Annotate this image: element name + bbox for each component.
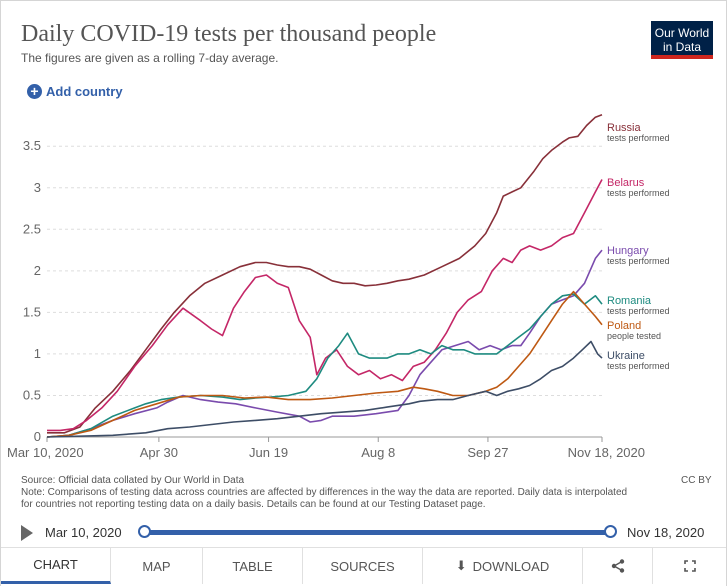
tab-sources[interactable]: SOURCES [303, 548, 423, 584]
y-tick-labels: 0 0.5 1 1.5 2 2.5 3 3.5 [23, 138, 41, 444]
series-line-belarus[interactable] [47, 179, 603, 432]
series-lines [46, 113, 603, 438]
timeline-start-label: Mar 10, 2020 [45, 525, 122, 540]
chart-title: Daily COVID-19 tests per thousand people [21, 21, 437, 47]
series-label-hungary[interactable]: Hungary [607, 245, 649, 257]
timeline-end-label: Nov 18, 2020 [627, 525, 705, 540]
y-tick-label: 1.5 [23, 304, 41, 319]
logo-line-1: Our World [654, 26, 710, 40]
series-line-ukraine[interactable] [46, 340, 603, 438]
series-label-ukraine[interactable]: Ukraine [607, 350, 645, 362]
y-tick-label: 0.5 [23, 387, 41, 402]
x-tick-labels: Mar 10, 2020 Apr 30 Jun 19 Aug 8 Sep 27 Nov 1… [7, 437, 645, 460]
license-link[interactable]: CC BY [681, 475, 712, 486]
y-tick-label: 2 [34, 263, 41, 278]
footnotes: Source: Official data collated by Our Wo… [21, 475, 641, 511]
share-button[interactable] [583, 548, 653, 584]
owid-logo[interactable]: Our World in Data [651, 21, 713, 59]
timeline-start-handle[interactable] [138, 525, 151, 538]
series-label-russia[interactable]: Russia [607, 122, 642, 134]
series-sublabel-belarus: tests performed [607, 188, 670, 198]
tab-download[interactable]: ⬇ DOWNLOAD [423, 548, 583, 584]
x-tick-label: Sep 27 [467, 445, 508, 460]
y-tick-label: 2.5 [23, 221, 41, 236]
series-sublabel-russia: tests performed [607, 133, 670, 143]
series-label-belarus[interactable]: Belarus [607, 177, 645, 189]
series-sublabel-ukraine: tests performed [607, 361, 670, 371]
series-line-poland[interactable] [46, 290, 603, 438]
x-tick-label: Apr 30 [140, 445, 178, 460]
logo-line-2: in Data [662, 40, 702, 54]
x-tick-label: Jun 19 [249, 445, 288, 460]
download-icon: ⬇ [455, 558, 467, 573]
note-text: Note: Comparisons of testing data across… [21, 487, 628, 510]
x-tick-label: Mar 10, 2020 [7, 445, 84, 460]
source-text: Source: Official data collated by Our Wo… [21, 475, 245, 486]
download-label: DOWNLOAD [472, 558, 550, 574]
timeline-track[interactable] [145, 530, 611, 535]
y-tick-label: 0 [34, 429, 41, 444]
y-tick-label: 3 [34, 180, 41, 195]
series-sublabel-romania: tests performed [607, 306, 670, 316]
tab-bar: CHART MAP TABLE SOURCES ⬇ DOWNLOAD [1, 547, 726, 586]
timeline: Mar 10, 2020 Nov 18, 2020 [1, 519, 726, 545]
timeline-end-handle[interactable] [604, 525, 617, 538]
share-icon [611, 559, 624, 573]
chart-subtitle: The figures are given as a rolling 7-day… [21, 51, 279, 65]
plus-circle-icon: + [27, 84, 42, 99]
y-tick-label: 3.5 [23, 138, 41, 153]
series-label-romania[interactable]: Romania [607, 295, 652, 307]
tab-chart[interactable]: CHART [1, 548, 111, 584]
series-label-poland[interactable]: Poland [607, 320, 641, 332]
fullscreen-icon [683, 560, 696, 572]
series-sublabel-poland: people tested [607, 331, 661, 341]
x-tick-label: Nov 18, 2020 [568, 445, 645, 460]
line-chart: 0 0.5 1 1.5 2 2.5 3 3.5 Mar 10, 2020 Apr 30 Jun 1… [7, 113, 670, 460]
fullscreen-button[interactable] [653, 548, 726, 584]
series-line-russia[interactable] [47, 113, 603, 434]
y-tick-label: 1 [34, 346, 41, 361]
tab-map[interactable]: MAP [111, 548, 203, 584]
add-country-button[interactable]: + Add country [27, 84, 123, 99]
grid-layer [47, 145, 602, 438]
x-tick-label: Aug 8 [361, 445, 395, 460]
add-country-label: Add country [46, 84, 123, 99]
series-sublabel-hungary: tests performed [607, 256, 670, 266]
tab-table[interactable]: TABLE [203, 548, 303, 584]
play-icon[interactable] [21, 525, 33, 541]
